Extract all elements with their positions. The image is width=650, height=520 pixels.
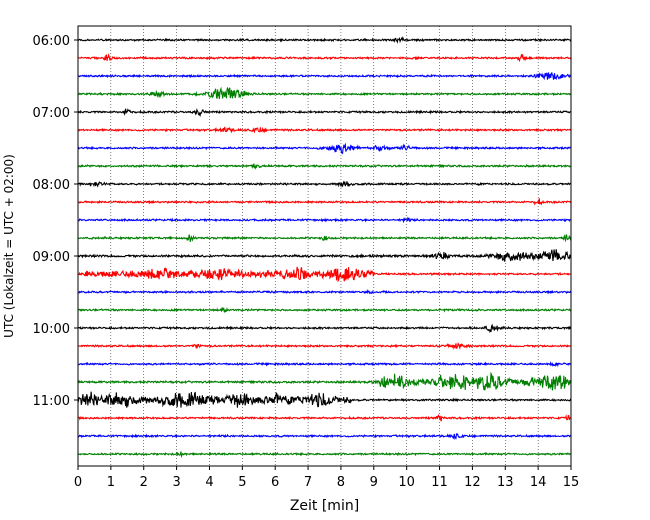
trace-0815 bbox=[77, 198, 572, 206]
y-tick-label: 08:00 bbox=[33, 178, 70, 193]
x-tick-label: 11 bbox=[431, 475, 448, 490]
trace-1015 bbox=[77, 341, 572, 350]
trace-1115 bbox=[77, 414, 572, 422]
tick-layer: 0 1 2 3 4 5 6 7 8 9 10 11 12 13 14 1506:0007:0008:0009:… bbox=[33, 34, 580, 490]
y-tick-label: 06:00 bbox=[33, 34, 70, 49]
y-axis-title: UTC (Lokalzeit = UTC + 02:00) bbox=[2, 154, 16, 338]
x-tick-label: 5 bbox=[238, 475, 246, 490]
trace-0915 bbox=[77, 266, 572, 283]
trace-0800 bbox=[77, 180, 572, 188]
trace-0900 bbox=[77, 249, 572, 262]
trace-0945 bbox=[77, 306, 572, 313]
trace-1100 bbox=[77, 391, 572, 408]
y-tick-label: 11:00 bbox=[33, 394, 70, 409]
trace-0930 bbox=[77, 289, 572, 295]
trace-0615 bbox=[77, 52, 572, 63]
trace-1130 bbox=[77, 433, 572, 441]
plot-frame bbox=[77, 25, 572, 467]
trace-0845 bbox=[77, 234, 572, 243]
x-tick-label: 10 bbox=[398, 475, 415, 490]
x-tick-label: 2 bbox=[140, 475, 148, 490]
trace-1030 bbox=[77, 361, 572, 368]
trace-0700 bbox=[77, 108, 572, 118]
x-tick-label: 15 bbox=[563, 475, 580, 490]
x-tick-label: 13 bbox=[497, 475, 514, 490]
x-tick-label: 1 bbox=[107, 475, 115, 490]
trace-0645 bbox=[77, 86, 572, 99]
trace-0830 bbox=[77, 216, 572, 224]
y-tick-label: 10:00 bbox=[33, 322, 70, 337]
x-tick-label: 6 bbox=[271, 475, 279, 490]
x-tick-label: 9 bbox=[370, 475, 378, 490]
y-tick-label: 09:00 bbox=[33, 250, 70, 265]
trace-0730 bbox=[77, 142, 572, 155]
x-tick-label: 3 bbox=[172, 475, 180, 490]
trace-0630 bbox=[77, 72, 572, 81]
grid bbox=[110, 26, 539, 466]
trace-1045 bbox=[77, 371, 572, 391]
x-tick-label: 12 bbox=[464, 475, 481, 490]
trace-0745 bbox=[77, 163, 572, 170]
x-tick-label: 4 bbox=[205, 475, 213, 490]
x-axis-title: Zeit [min] bbox=[290, 498, 359, 514]
x-tick-label: 7 bbox=[304, 475, 312, 490]
trace-0600 bbox=[77, 36, 572, 44]
trace-layer bbox=[77, 36, 572, 459]
trace-1145 bbox=[77, 451, 572, 459]
y-tick-label: 07:00 bbox=[33, 106, 70, 121]
trace-0715 bbox=[77, 126, 572, 134]
x-tick-label: 0 bbox=[74, 475, 82, 490]
x-tick-label: 8 bbox=[337, 475, 345, 490]
trace-1000 bbox=[77, 323, 572, 334]
x-tick-label: 14 bbox=[530, 475, 547, 490]
